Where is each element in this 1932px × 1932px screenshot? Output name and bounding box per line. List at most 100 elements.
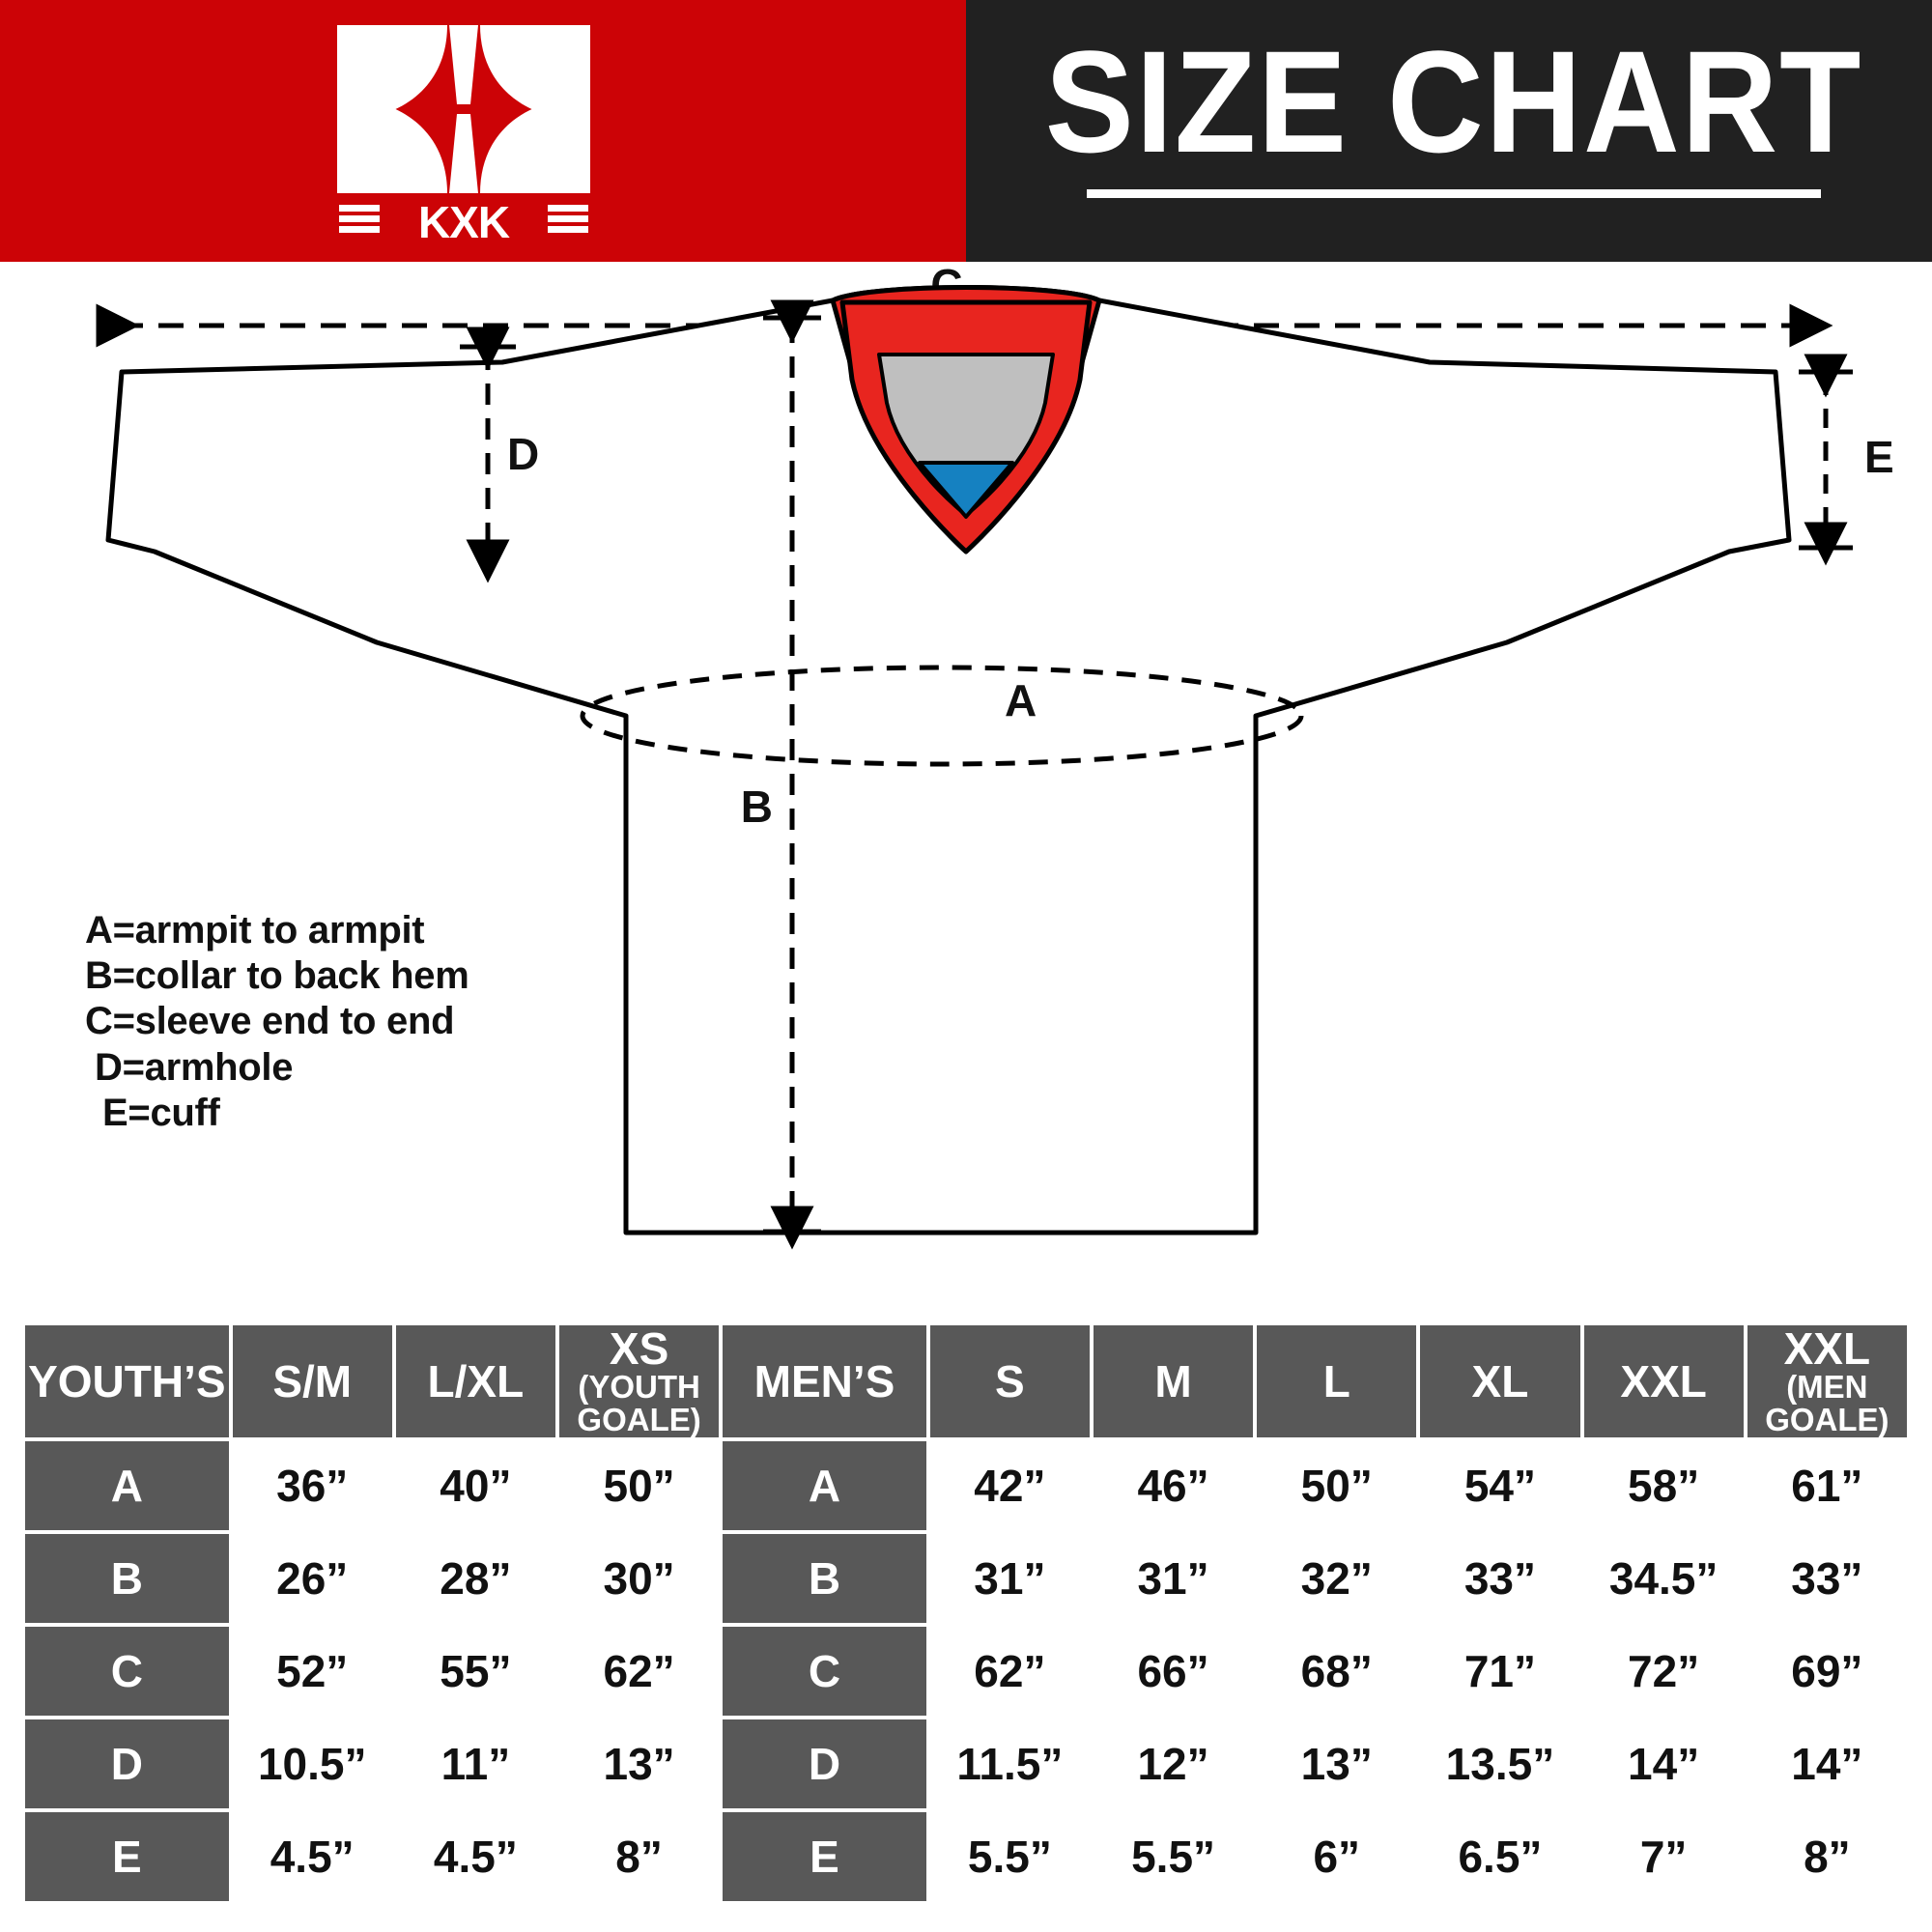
header-men-xxl-label: XXL — [1620, 1356, 1707, 1406]
cell-youth-e-0: 4.5” — [232, 1812, 392, 1901]
header-youths-label: YOUTH’S — [28, 1356, 226, 1406]
cell-youth-b-1: 28” — [395, 1534, 555, 1623]
header-youth-xs-sub: (YOUTH GOALE) — [577, 1369, 701, 1437]
header-men-xxl-goalie-label: XXL — [1783, 1323, 1871, 1375]
cell-men-c-3: 71” — [1420, 1627, 1580, 1716]
cell-men-c-1: 66” — [1093, 1627, 1254, 1716]
cell-men-c-0: 62” — [929, 1627, 1090, 1716]
cell-men-d-0: 11.5” — [929, 1719, 1090, 1808]
cell-youth-e-1: 4.5” — [395, 1812, 555, 1901]
legend-line-e: E=cuff — [102, 1091, 220, 1134]
header-youths: YOUTH’S — [25, 1325, 229, 1437]
cell-men-d-5: 14” — [1747, 1719, 1907, 1808]
header-men-xl-label: XL — [1471, 1356, 1529, 1406]
dimension-d: D — [460, 327, 539, 583]
cell-youth-d-1: 11” — [395, 1719, 555, 1808]
cell-youth-a-2: 50” — [558, 1441, 720, 1530]
header-men-xxl: XXL — [1583, 1325, 1744, 1437]
header-youth-xs-label: XS — [609, 1323, 669, 1375]
row-label-men-a: A — [723, 1441, 926, 1530]
cell-men-d-2: 13” — [1257, 1719, 1417, 1808]
cell-youth-b-0: 26” — [232, 1534, 392, 1623]
header-men-xxl-goalie-sub: (MEN GOALE) — [1765, 1369, 1889, 1437]
cell-men-d-4: 14” — [1583, 1719, 1744, 1808]
cell-men-a-3: 54” — [1420, 1441, 1580, 1530]
cell-youth-a-1: 40” — [395, 1441, 555, 1530]
brand-panel: KXK — [0, 0, 966, 262]
row-label-men-d: D — [723, 1719, 926, 1808]
cell-youth-a-0: 36” — [232, 1441, 392, 1530]
header-youth-sm: S/M — [232, 1325, 392, 1437]
cell-men-e-1: 5.5” — [1093, 1812, 1254, 1901]
svg-text:D: D — [507, 429, 539, 479]
row-label-youth-e: E — [25, 1812, 229, 1901]
legend-line-d: D=armhole — [95, 1045, 294, 1089]
kxk-hourglass-logo-icon: KXK — [333, 21, 594, 247]
size-chart-table: YOUTH’S S/M L/XL XS (YOUTH GOALE) MEN’S S… — [21, 1321, 1911, 1905]
cell-men-c-5: 69” — [1747, 1627, 1907, 1716]
title-underline — [1087, 189, 1821, 198]
cell-men-e-0: 5.5” — [929, 1812, 1090, 1901]
cell-men-b-3: 33” — [1420, 1534, 1580, 1623]
header-men-xxl-goalie: XXL (MEN GOALE) — [1747, 1325, 1907, 1437]
cell-youth-e-2: 8” — [558, 1812, 720, 1901]
page-title: SIZE CHART — [1044, 20, 1863, 183]
header-men-m: M — [1093, 1325, 1254, 1437]
cell-men-b-2: 32” — [1257, 1534, 1417, 1623]
header-men-s: S — [929, 1325, 1090, 1437]
cell-youth-d-0: 10.5” — [232, 1719, 392, 1808]
header-men-l-label: L — [1322, 1356, 1350, 1406]
row-label-men-b: B — [723, 1534, 926, 1623]
table-row: B 26” 28” 30” B 31” 31” 32” 33” 34.5” 33” — [25, 1534, 1907, 1623]
cell-men-c-4: 72” — [1583, 1627, 1744, 1716]
header-men-l: L — [1257, 1325, 1417, 1437]
row-label-youth-d: D — [25, 1719, 229, 1808]
svg-text:A: A — [1005, 675, 1037, 725]
svg-text:KXK: KXK — [418, 197, 510, 243]
jersey-collar — [830, 285, 1102, 554]
table-row: E 4.5” 4.5” 8” E 5.5” 5.5” 6” 6.5” 7” 8” — [25, 1812, 1907, 1901]
table-row: A 36” 40” 50” A 42” 46” 50” 54” 58” 61” — [25, 1441, 1907, 1530]
row-label-men-e: E — [723, 1812, 926, 1901]
cell-men-b-4: 34.5” — [1583, 1534, 1744, 1623]
cell-men-c-2: 68” — [1257, 1627, 1417, 1716]
cell-men-a-5: 61” — [1747, 1441, 1907, 1530]
dimension-b: B — [741, 299, 821, 1250]
row-label-men-c: C — [723, 1627, 926, 1716]
header-men-s-label: S — [995, 1356, 1025, 1406]
row-label-youth-a: A — [25, 1441, 229, 1530]
row-label-youth-c: C — [25, 1627, 229, 1716]
jersey-diagram: C D B A E — [0, 262, 1932, 1300]
page-header: KXK SIZE CHART — [0, 0, 1932, 262]
legend-line-c: C=sleeve end to end — [85, 1000, 455, 1043]
cell-youth-d-2: 13” — [558, 1719, 720, 1808]
cell-men-e-3: 6.5” — [1420, 1812, 1580, 1901]
cell-men-a-4: 58” — [1583, 1441, 1744, 1530]
cell-youth-b-2: 30” — [558, 1534, 720, 1623]
cell-men-e-5: 8” — [1747, 1812, 1907, 1901]
svg-text:B: B — [741, 781, 773, 832]
header-youth-lxl-label: L/XL — [427, 1356, 525, 1406]
header-youth-sm-label: S/M — [272, 1356, 353, 1406]
header-men-xl: XL — [1420, 1325, 1580, 1437]
cell-men-a-1: 46” — [1093, 1441, 1254, 1530]
row-label-youth-b: B — [25, 1534, 229, 1623]
legend-line-a: A=armpit to armpit — [85, 909, 425, 952]
cell-men-d-1: 12” — [1093, 1719, 1254, 1808]
title-panel: SIZE CHART — [966, 0, 1932, 262]
cell-men-b-0: 31” — [929, 1534, 1090, 1623]
dimension-e: E — [1799, 354, 1894, 566]
cell-men-a-0: 42” — [929, 1441, 1090, 1530]
svg-text:E: E — [1864, 432, 1894, 482]
legend-line-b: B=collar to back hem — [85, 954, 469, 998]
table-header-row: YOUTH’S S/M L/XL XS (YOUTH GOALE) MEN’S S… — [25, 1325, 1907, 1437]
header-men-m-label: M — [1154, 1356, 1192, 1406]
cell-men-e-2: 6” — [1257, 1812, 1417, 1901]
header-mens-label: MEN’S — [753, 1356, 895, 1406]
measurement-legend: A=armpit to armpit B=collar to back hem … — [85, 908, 626, 1136]
cell-youth-c-0: 52” — [232, 1627, 392, 1716]
header-youth-lxl: L/XL — [395, 1325, 555, 1437]
cell-men-b-5: 33” — [1747, 1534, 1907, 1623]
cell-men-e-4: 7” — [1583, 1812, 1744, 1901]
cell-men-b-1: 31” — [1093, 1534, 1254, 1623]
